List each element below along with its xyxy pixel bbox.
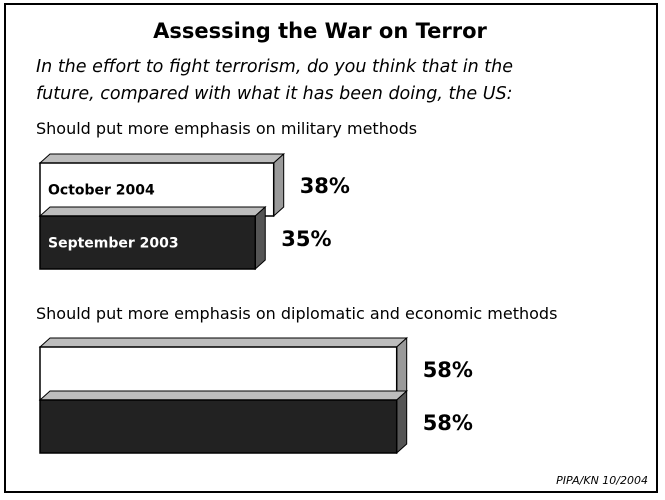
bar-top-group1-oct-2004 (38, 337, 409, 348)
value-label-group0-oct-2004: 38% (300, 174, 350, 198)
value-label-group1-sep-2003: 58% (423, 411, 473, 435)
bar-group1-sep-2003 (39, 399, 398, 454)
series-label-group0-sep-2003: September 2003 (48, 236, 179, 252)
chart-subtitle-line-2: future, compared with what it has been d… (36, 84, 513, 104)
chart-subtitle-line-1: In the effort to fight terrorism, do you… (36, 57, 513, 77)
group-label-military: Should put more emphasis on military met… (36, 119, 417, 138)
bar-top-group1-sep-2003 (38, 390, 409, 401)
chart-title: Assessing the War on Terror (153, 19, 487, 43)
bar-side-group0-oct-2004 (273, 152, 285, 218)
bar-side-group0-sep-2003 (254, 205, 266, 271)
source-note: PIPA/KN 10/2004 (556, 474, 648, 487)
group-label-diplomatic: Should put more emphasis on diplomatic a… (36, 304, 557, 323)
bar-top-group0-sep-2003 (38, 206, 267, 217)
bar-side-group1-sep-2003 (396, 389, 408, 455)
bars-layer: October 2004 38% September 2003 35% 58% 58% (38, 152, 473, 455)
bar-top-group0-oct-2004 (38, 153, 286, 164)
bar-group0-sep-2003 (39, 215, 256, 270)
value-label-group0-sep-2003: 35% (281, 227, 331, 251)
series-label-group0-oct-2004: October 2004 (48, 183, 155, 199)
value-label-group1-oct-2004: 58% (423, 358, 473, 382)
